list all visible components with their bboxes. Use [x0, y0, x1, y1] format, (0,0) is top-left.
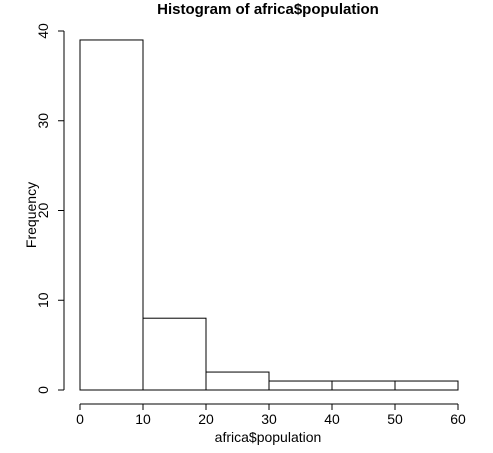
x-tick-label-0: 0 [76, 411, 84, 427]
y-axis-label: Frequency [23, 182, 39, 248]
x-tick-label-3: 30 [261, 411, 277, 427]
histogram-bar-0 [79, 39, 144, 391]
histogram-bar-5 [394, 380, 459, 391]
x-axis-label: africa$population [215, 429, 322, 445]
histogram-bar-1 [142, 317, 207, 391]
bars-group [79, 39, 459, 391]
x-tick-label-4: 40 [324, 411, 340, 427]
histogram-bar-3 [268, 380, 333, 391]
y-tick-label-3: 30 [35, 113, 51, 129]
x-tick-label-6: 60 [450, 411, 466, 427]
chart-title: Histogram of africa$population [157, 1, 379, 18]
histogram-bar-4 [331, 380, 396, 391]
y-tick-label-4: 40 [35, 23, 51, 39]
y-tick-label-2: 20 [35, 203, 51, 219]
y-tick-label-0: 0 [35, 386, 51, 394]
x-tick-label-2: 20 [198, 411, 214, 427]
histogram-bar-2 [205, 371, 270, 391]
x-axis: 0 10 20 30 40 50 60 [76, 403, 466, 427]
y-tick-label-1: 10 [35, 292, 51, 308]
x-tick-label-5: 50 [387, 411, 403, 427]
y-axis: 0 10 20 30 40 [35, 23, 65, 394]
x-tick-label-1: 10 [135, 411, 151, 427]
